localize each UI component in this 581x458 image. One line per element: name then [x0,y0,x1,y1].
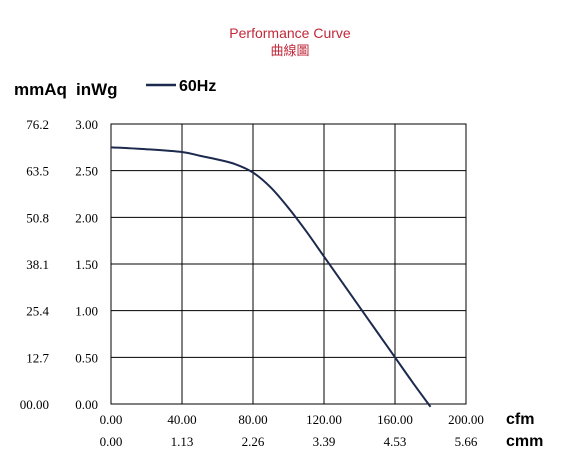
grid [110,123,467,405]
y-tick-label-mmaq: 63.5 [26,164,49,179]
x-tick-label-cfm: 200.00 [448,412,484,427]
y-tick-label-mmaq: 38.1 [26,257,49,272]
chart-title: Performance Curve [229,25,351,41]
plot-frame [110,123,467,405]
x-tick-label-cfm: 120.00 [306,412,342,427]
x-unit-primary: cfm [506,411,534,428]
legend-label: 60Hz [179,78,216,95]
y-tick-label-inwg: 2.00 [75,210,98,225]
x-tick-label-cmm: 4.53 [384,434,407,449]
y-tick-label-inwg: 1.50 [75,257,98,272]
y-tick-label-inwg: 0.00 [75,397,98,412]
x-tick-label-cmm: 0.00 [100,434,123,449]
y-tick-label-inwg: 1.00 [75,304,98,319]
y-tick-label-inwg: 3.00 [75,117,98,132]
y-tick-label-mmaq: 50.8 [26,210,49,225]
y-tick-label-inwg: 0.50 [75,350,98,365]
x-tick-label-cmm: 3.39 [313,434,336,449]
y-unit-secondary: mmAq [14,80,67,99]
x-unit-secondary: cmm [506,433,543,450]
x-tick-label-cmm: 2.26 [242,434,265,449]
x-tick-label-cfm: 80.00 [238,412,267,427]
chart-subtitle: 曲線圖 [270,43,309,59]
x-tick-label-cfm: 40.00 [167,412,196,427]
y-tick-label-mmaq: 25.4 [26,304,49,319]
x-tick-labels: 0.00 0.00 40.00 1.13 80.00 2.26 120.00 3.39 160.… [100,412,484,449]
y-tick-label-inwg: 2.50 [75,164,98,179]
y-tick-label-mmaq: 12.7 [26,350,49,365]
x-tick-label-cmm: 1.13 [171,434,194,449]
y-unit-primary: inWg [76,80,118,99]
x-tick-label-cfm: 160.00 [377,412,413,427]
y-tick-labels: 76.2 3.00 63.5 2.50 50.8 2.00 38.1 1.50 25.4 1.00… [20,117,98,412]
x-tick-label-cfm: 0.00 [100,412,123,427]
y-tick-label-mmaq: 76.2 [26,117,49,132]
series-line-60hz [110,146,432,408]
y-tick-label-mmaq: 00.00 [20,397,49,412]
x-tick-label-cmm: 5.66 [455,434,478,449]
